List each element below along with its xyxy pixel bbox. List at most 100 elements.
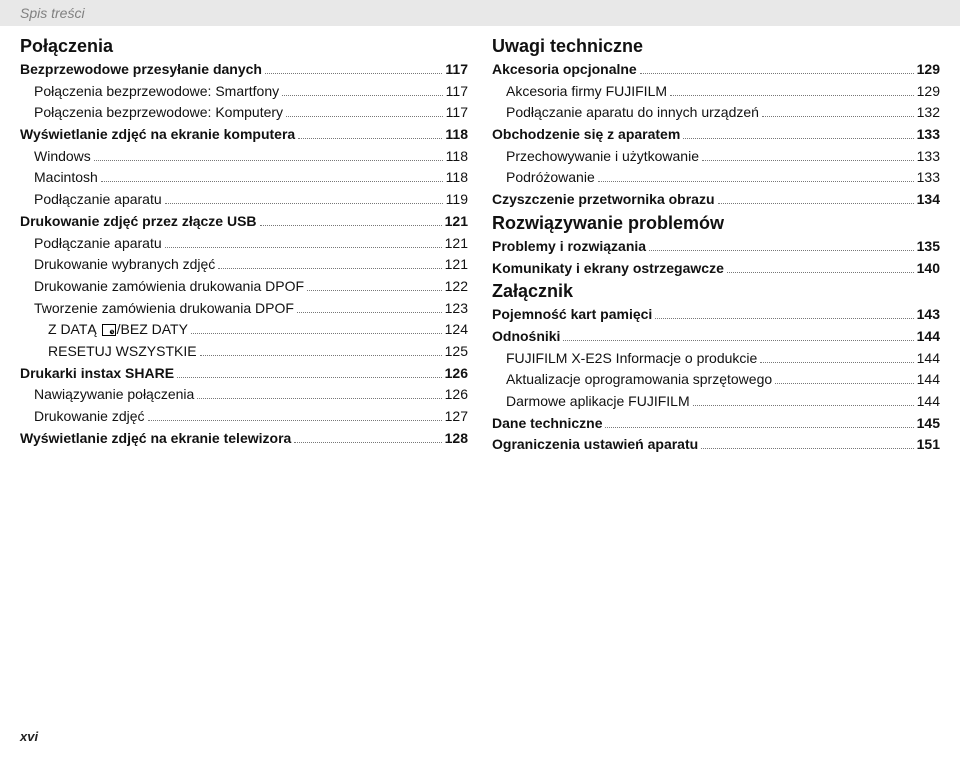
toc-label: Drukarki instax SHARE [20,363,174,385]
toc-label: Z DATĄ /BEZ DATY [48,319,188,341]
toc-label: Problemy i rozwiązania [492,236,646,258]
toc-entry: Wyświetlanie zdjęć na ekranie telewizora… [20,428,468,450]
leader-dots [760,362,913,363]
toc-entry: Podłączanie aparatu119 [20,189,468,211]
toc-page: 117 [446,102,468,124]
toc-entry: Drukowanie zdjęć 127 [20,406,468,428]
toc-label: Nawiązywanie połączenia [34,384,194,406]
toc-page: 118 [446,167,468,189]
leader-dots [649,250,914,251]
toc-label: Podłączanie aparatu do innych urządzeń [506,102,759,124]
leader-dots [218,268,441,269]
leader-dots [718,203,914,204]
leader-dots [693,405,914,406]
toc-page: 144 [917,326,940,348]
toc-entry: Podłączanie aparatu121 [20,233,468,255]
toc-entry: Pojemność kart pamięci 143 [492,304,940,326]
toc-label: Podłączanie aparatu [34,189,162,211]
toc-page: 121 [445,211,468,233]
toc-page: 118 [446,146,468,168]
toc-label: Macintosh [34,167,98,189]
toc-entry: Czyszczenie przetwornika obrazu134 [492,189,940,211]
toc-entry: Z DATĄ /BEZ DATY 124 [20,319,468,341]
toc-label: Wyświetlanie zdjęć na ekranie komputera [20,124,295,146]
toc-entry: Podłączanie aparatu do innych urządzeń 13… [492,102,940,124]
leader-dots [191,333,442,334]
section-title: Uwagi techniczne [492,36,940,57]
leader-dots [286,116,443,117]
toc-content: PołączeniaBezprzewodowe przesyłanie dany… [20,34,940,456]
toc-page: 117 [446,81,468,103]
leader-dots [640,73,914,74]
toc-entry: Podróżowanie133 [492,167,940,189]
toc-label: Wyświetlanie zdjęć na ekranie telewizora [20,428,291,450]
toc-label: Tworzenie zamówienia drukowania DPOF [34,298,294,320]
toc-entry: Drukarki instax SHARE 126 [20,363,468,385]
leader-dots [282,95,443,96]
toc-label: Odnośniki [492,326,560,348]
section-title: Połączenia [20,36,468,57]
leader-dots [165,247,442,248]
leader-dots [298,138,442,139]
toc-entry: RESETUJ WSZYSTKIE 125 [20,341,468,363]
leader-dots [260,225,442,226]
leader-dots [775,383,913,384]
toc-page: 122 [445,276,468,298]
toc-page: 133 [917,146,940,168]
toc-label: FUJIFILM X-E2S Informacje o produkcie [506,348,757,370]
toc-page: 135 [917,236,940,258]
leader-dots [563,340,913,341]
header-band: Spis treści [0,0,960,26]
toc-label: Pojemność kart pamięci [492,304,652,326]
leader-dots [727,272,914,273]
toc-label: RESETUJ WSZYSTKIE [48,341,197,363]
leader-dots [598,181,914,182]
toc-entry: Odnośniki 144 [492,326,940,348]
toc-label: Windows [34,146,91,168]
toc-page: 118 [445,124,468,146]
toc-entry: Połączenia bezprzewodowe: Komputery 117 [20,102,468,124]
toc-page: 126 [445,363,468,385]
toc-label: Aktualizacje oprogramowania sprzętowego [506,369,772,391]
toc-page: 125 [445,341,468,363]
toc-page: 123 [445,298,468,320]
toc-label: Bezprzewodowe przesyłanie danych [20,59,262,81]
toc-entry: Połączenia bezprzewodowe: Smartfony 117 [20,81,468,103]
toc-entry: Nawiązywanie połączenia126 [20,384,468,406]
toc-label: Przechowywanie i użytkowanie [506,146,699,168]
leader-dots [200,355,442,356]
toc-page: 127 [445,406,468,428]
toc-label: Drukowanie zdjęć przez złącze USB [20,211,257,233]
toc-label: Czyszczenie przetwornika obrazu [492,189,715,211]
toc-page: 124 [445,319,468,341]
toc-label: Akcesoria opcjonalne [492,59,637,81]
toc-label: Obchodzenie się z aparatem [492,124,680,146]
toc-label: Podróżowanie [506,167,595,189]
leader-dots [683,138,913,139]
toc-page: 132 [917,102,940,124]
section-title: Rozwiązywanie problemów [492,213,940,234]
toc-page: 144 [917,391,940,413]
toc-entry: Windows 118 [20,146,468,168]
toc-page: 145 [917,413,940,435]
toc-label: Akcesoria firmy FUJIFILM [506,81,667,103]
toc-label: Darmowe aplikacje FUJIFILM [506,391,690,413]
toc-page: 140 [917,258,940,280]
left-column: PołączeniaBezprzewodowe przesyłanie dany… [20,34,468,456]
toc-entry: Problemy i rozwiązania 135 [492,236,940,258]
leader-dots [297,312,442,313]
leader-dots [94,160,443,161]
toc-page: 128 [445,428,468,450]
toc-entry: Komunikaty i ekrany ostrzegawcze140 [492,258,940,280]
toc-label: Połączenia bezprzewodowe: Smartfony [34,81,279,103]
toc-entry: Drukowanie zdjęć przez złącze USB 121 [20,211,468,233]
toc-label: Drukowanie zdjęć [34,406,145,428]
toc-page: 143 [917,304,940,326]
toc-label: Połączenia bezprzewodowe: Komputery [34,102,283,124]
toc-entry: Drukowanie zamówienia drukowania DPOF122 [20,276,468,298]
toc-page: 129 [917,81,940,103]
toc-label: Dane techniczne [492,413,602,435]
toc-entry: Tworzenie zamówienia drukowania DPOF 123 [20,298,468,320]
leader-dots [762,116,914,117]
leader-dots [265,73,442,74]
